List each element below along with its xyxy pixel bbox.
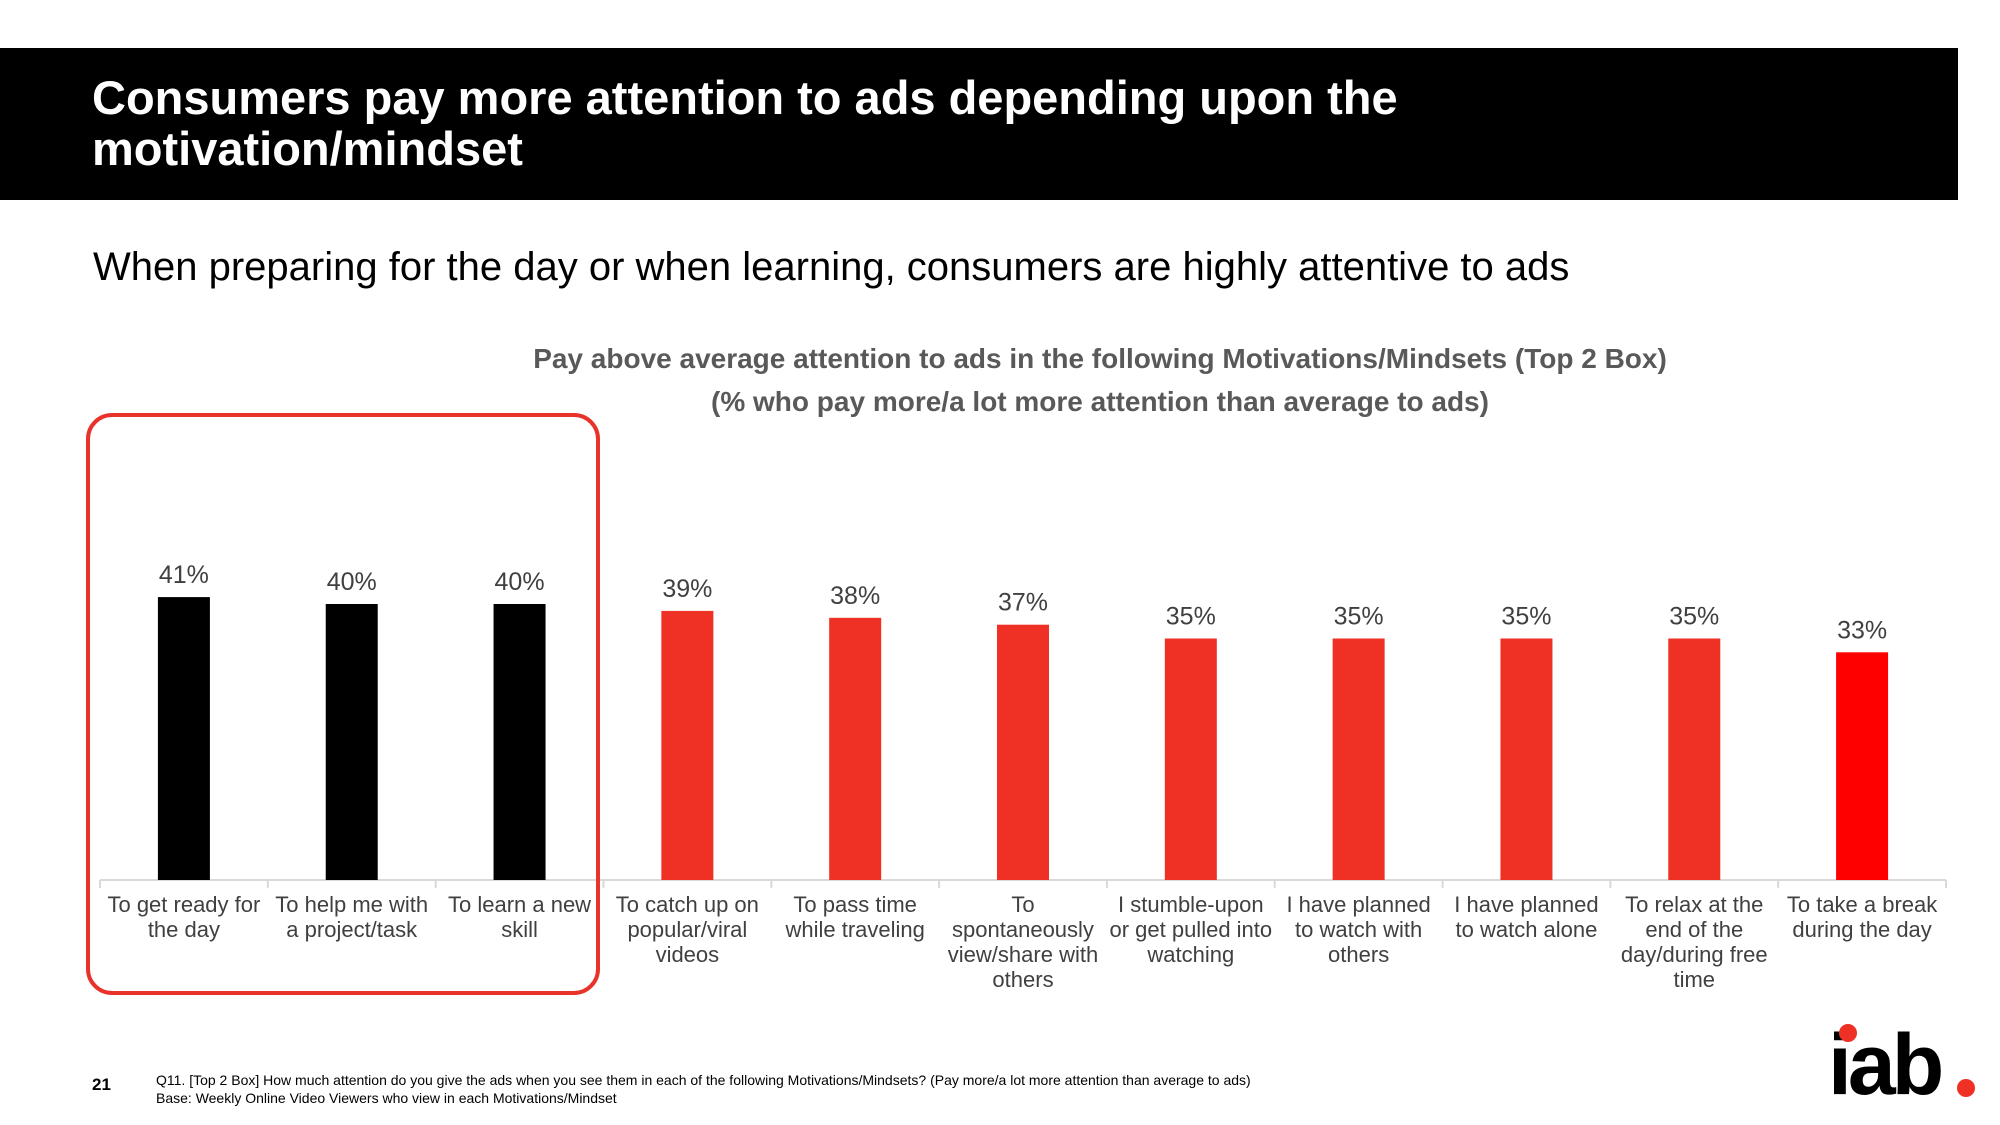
bar-6 <box>997 624 1049 880</box>
category-label-7: I stumble-upon or get pulled into watching <box>1109 892 1272 967</box>
category-label-line: skill <box>501 917 538 942</box>
category-label-9: I have planned to watch alone <box>1454 892 1598 942</box>
bar-8 <box>1332 638 1385 880</box>
category-label-line: I have planned <box>1286 892 1430 917</box>
category-label-line: I stumble-upon <box>1118 892 1264 917</box>
category-label-line: to watch alone <box>1456 917 1598 942</box>
data-label-4: 39% <box>662 575 712 603</box>
category-label-line: spontaneously <box>952 917 1094 942</box>
data-label-3: 40% <box>495 568 545 596</box>
data-label-6: 37% <box>998 589 1048 617</box>
page-subtitle: When preparing for the day or when learn… <box>93 245 1570 289</box>
chart-title-line-2: (% who pay more/a lot more attention tha… <box>711 386 1489 417</box>
logo-dot-end <box>1957 1079 1975 1097</box>
category-label-6: To spontaneously view/share with others <box>948 892 1098 992</box>
category-label-line: watching <box>1146 942 1234 967</box>
category-label-line: others <box>1328 942 1389 967</box>
category-label-line: time <box>1673 967 1715 992</box>
data-label-11: 33% <box>1837 616 1887 644</box>
category-label-line: the day <box>148 917 220 942</box>
footer-question: Q11. [Top 2 Box] How much attention do y… <box>156 1072 1251 1088</box>
category-label-line: others <box>992 967 1053 992</box>
category-label-10: To relax at the end of the day/during free… <box>1621 892 1768 992</box>
category-label-line: popular/viral <box>627 917 747 942</box>
category-label-1: To get ready for the day <box>107 892 260 942</box>
data-label-9: 35% <box>1501 603 1551 631</box>
highlight-box <box>86 413 600 995</box>
bar-10 <box>1668 638 1721 880</box>
category-label-line: end of the <box>1645 917 1743 942</box>
bar-9 <box>1500 638 1553 880</box>
category-label-11: To take a break during the day <box>1787 892 1938 942</box>
bar-2 <box>325 604 378 880</box>
category-label-2: To help me with a project/task <box>275 892 428 942</box>
bar-7 <box>1164 638 1217 880</box>
data-label-2: 40% <box>327 568 377 596</box>
bar-11 <box>1836 652 1889 880</box>
data-label-5: 38% <box>830 582 880 610</box>
category-label-line: To catch up on <box>616 892 759 917</box>
category-label-line: day/during free <box>1621 942 1768 967</box>
category-label-line: or get pulled into <box>1109 917 1272 942</box>
category-label-line: view/share with <box>948 942 1098 967</box>
category-label-line: To pass time <box>793 892 917 917</box>
category-label-line: during the day <box>1792 917 1931 942</box>
title-bar <box>0 48 1958 200</box>
category-label-line: while traveling <box>784 917 924 942</box>
data-label-8: 35% <box>1334 603 1384 631</box>
logo-dot-top <box>1839 1024 1857 1042</box>
category-label-line: To help me with <box>275 892 428 917</box>
category-label-line: To relax at the <box>1625 892 1763 917</box>
category-label-5: To pass time while traveling <box>784 892 924 942</box>
category-label-3: To learn a new skill <box>448 892 591 942</box>
iab-logo: iab <box>1828 1020 1975 1100</box>
bar-5 <box>829 617 882 880</box>
chart-title-line-1: Pay above average attention to ads in th… <box>533 343 1667 374</box>
bar-4 <box>661 610 714 880</box>
bar-1 <box>157 597 210 880</box>
category-label-line: videos <box>656 942 720 967</box>
category-label-line: to watch with <box>1295 917 1422 942</box>
category-label-line: To take a break <box>1787 892 1938 917</box>
page-number: 21 <box>92 1075 111 1094</box>
category-label-8: I have planned to watch with others <box>1286 892 1430 967</box>
category-label-line: To learn a new <box>448 892 591 917</box>
data-label-1: 41% <box>159 561 209 589</box>
category-label-line: a project/task <box>286 917 418 942</box>
page-title: Consumers pay more attention to ads depe… <box>92 71 1398 175</box>
category-label-line: To get ready for <box>107 892 260 917</box>
bar-3 <box>493 604 546 880</box>
chart-title: Pay above average attention to ads in th… <box>400 337 1800 423</box>
category-label-line: I have planned <box>1454 892 1598 917</box>
data-label-10: 35% <box>1669 603 1719 631</box>
data-label-7: 35% <box>1166 603 1216 631</box>
category-label-4: To catch up on popular/viral videos <box>616 892 759 967</box>
footer-note: Q11. [Top 2 Box] How much attention do y… <box>156 1071 1251 1107</box>
category-label-line: To <box>1011 892 1034 917</box>
footer-base: Base: Weekly Online Video Viewers who vi… <box>156 1090 617 1106</box>
